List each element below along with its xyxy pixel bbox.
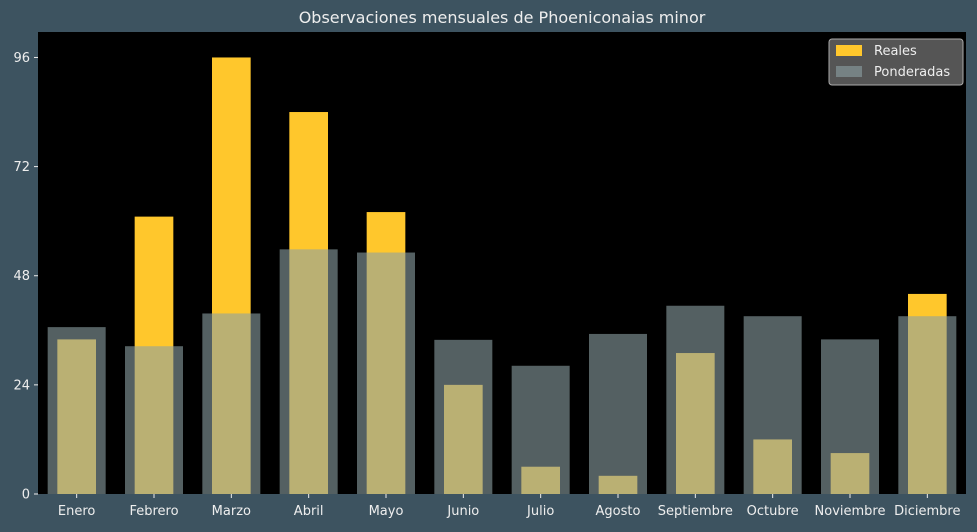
bar-ponderadas-junio (434, 339, 493, 494)
bar-ponderadas-mayo (357, 252, 415, 494)
x-tick-label: Julio (526, 504, 554, 519)
x-tick-label: Diciembre (894, 504, 960, 519)
bar-ponderadas-octubre (743, 316, 802, 494)
y-tick-label: 96 (13, 51, 30, 66)
chart-title: Observaciones mensuales de Phoeniconaias… (299, 8, 706, 27)
x-tick-label: Noviembre (815, 504, 886, 519)
bar-ponderadas-diciembre (898, 316, 957, 494)
ponderadas-bars (47, 249, 957, 494)
y-tick-label: 48 (13, 269, 30, 284)
axes: Enero Febrero Marzo Abril Mayo Junio Julio Agos… (13, 51, 960, 519)
x-tick-label: Mayo (369, 504, 404, 519)
x-tick-label: Marzo (212, 504, 251, 519)
legend-label-reales: Reales (874, 44, 917, 59)
x-tick-label: Septiembre (658, 504, 733, 519)
legend-swatch-ponderadas (836, 66, 862, 77)
x-tick-label: Junio (446, 504, 479, 519)
x-tick-label: Octubre (747, 504, 799, 519)
bar-ponderadas-marzo (202, 313, 261, 494)
x-tick-label: Febrero (129, 504, 178, 519)
bar-ponderadas-agosto (589, 333, 647, 494)
plot-area (38, 32, 966, 494)
bar-ponderadas-abril (279, 249, 338, 494)
bar-ponderadas-noviembre (821, 339, 879, 494)
y-tick-label: 24 (13, 378, 30, 393)
legend-swatch-reales (836, 45, 862, 56)
x-tick-label: Abril (294, 504, 324, 519)
bar-ponderadas-julio (511, 365, 570, 494)
bar-ponderadas-febrero (125, 346, 183, 494)
x-tick-label: Enero (58, 504, 96, 519)
legend-label-ponderadas: Ponderadas (874, 65, 950, 80)
legend: Reales Ponderadas (828, 38, 964, 86)
bar-ponderadas-septiembre (666, 305, 725, 494)
bar-ponderadas-enero (47, 327, 106, 494)
legend-box (828, 38, 964, 86)
x-tick-label: Agosto (596, 504, 641, 519)
y-tick-label: 72 (13, 160, 30, 175)
y-tick-label: 0 (22, 488, 30, 503)
